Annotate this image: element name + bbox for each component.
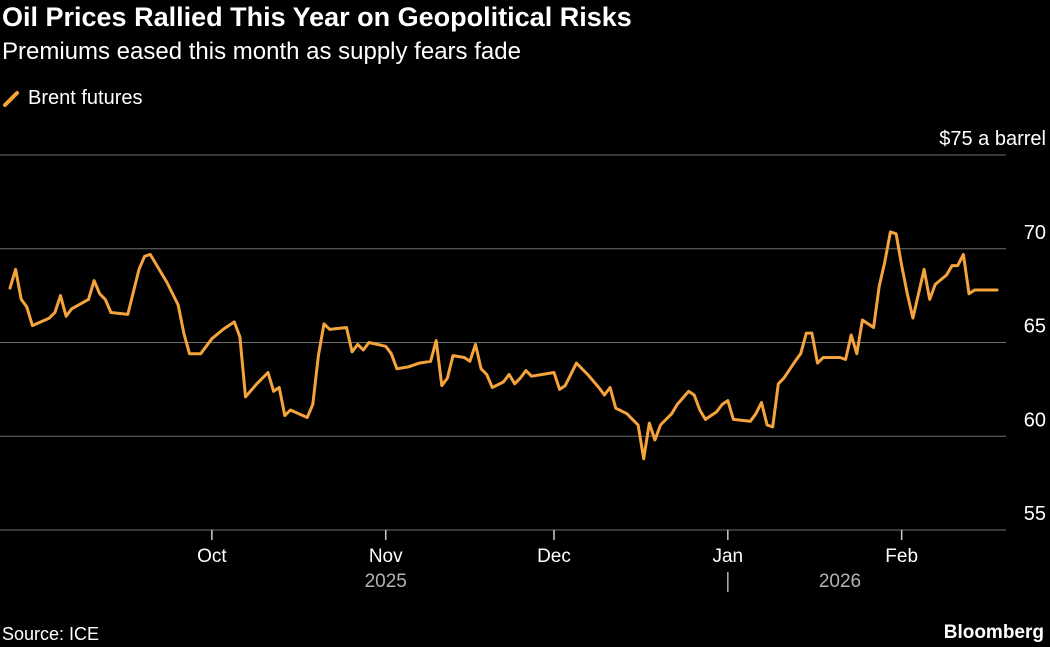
x-year-label: 2026 xyxy=(819,571,861,592)
series-line-brent-futures xyxy=(8,230,999,461)
y-tick-label: 60 xyxy=(1024,409,1046,431)
x-tick-label: Nov xyxy=(369,546,403,567)
x-year-label: 2025 xyxy=(365,571,407,592)
legend: Brent futures xyxy=(2,87,143,110)
chart-subtitle: Premiums eased this month as supply fear… xyxy=(2,38,521,65)
x-tick-label: Feb xyxy=(885,546,918,567)
y-tick-label: 65 xyxy=(1024,316,1046,338)
x-tick-label: Dec xyxy=(537,546,571,567)
x-tick-label: Oct xyxy=(197,546,227,567)
x-tick-label: Jan xyxy=(712,546,743,567)
y-tick-label: 70 xyxy=(1024,222,1046,244)
legend-label: Brent futures xyxy=(28,87,143,109)
brand-logo: Bloomberg xyxy=(943,622,1044,643)
y-tick-label: $75 a barrel xyxy=(939,128,1046,150)
source-note: Source: ICE xyxy=(2,624,100,644)
y-tick-label: 55 xyxy=(1024,503,1046,525)
legend-swatch-icon xyxy=(3,90,19,107)
chart-title: Oil Prices Rallied This Year on Geopolit… xyxy=(2,2,632,32)
